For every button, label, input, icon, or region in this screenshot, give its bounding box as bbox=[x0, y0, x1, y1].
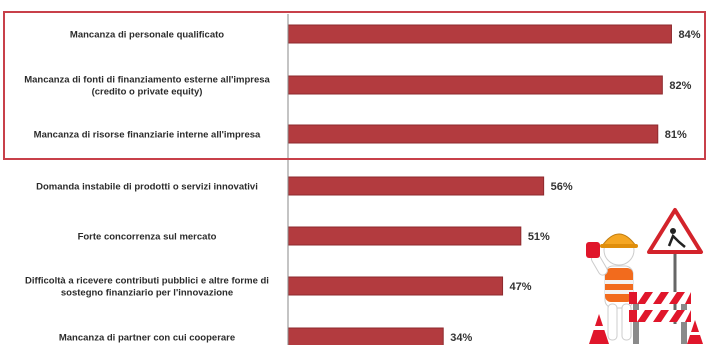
bar bbox=[287, 124, 659, 144]
category-label: sostegno finanziario per l'innovazione bbox=[61, 288, 233, 299]
data-label: 84% bbox=[678, 29, 700, 41]
bar bbox=[287, 226, 522, 246]
bar bbox=[287, 24, 672, 44]
highlight-box bbox=[3, 11, 706, 160]
category-label: Mancanza di partner con cui cooperare bbox=[59, 333, 235, 344]
construction-worker-icon bbox=[586, 208, 703, 344]
bars-layer bbox=[287, 24, 672, 345]
category-label: Mancanza di risorse finanziarie interne … bbox=[34, 130, 261, 141]
labels-layer: 84% Mancanza di personale qualificato 82% M… bbox=[24, 29, 701, 344]
bar bbox=[287, 176, 545, 196]
bar bbox=[287, 75, 663, 95]
data-label: 51% bbox=[528, 231, 550, 243]
category-label: Difficoltà a ricevere contributi pubblic… bbox=[25, 276, 269, 287]
data-label: 81% bbox=[665, 129, 687, 141]
data-label: 34% bbox=[450, 332, 472, 344]
category-label: Domanda instabile di prodotti o servizi … bbox=[36, 182, 258, 193]
bar bbox=[287, 276, 504, 296]
data-label: 47% bbox=[510, 281, 532, 293]
bar bbox=[287, 327, 444, 345]
category-label: Mancanza di fonti di finanziamento ester… bbox=[24, 75, 270, 86]
category-label: (credito o private equity) bbox=[92, 87, 203, 98]
category-label: Forte concorrenza sul mercato bbox=[78, 232, 217, 243]
data-label: 56% bbox=[551, 181, 573, 193]
data-label: 82% bbox=[669, 80, 691, 92]
category-label: Mancanza di personale qualificato bbox=[70, 30, 224, 41]
